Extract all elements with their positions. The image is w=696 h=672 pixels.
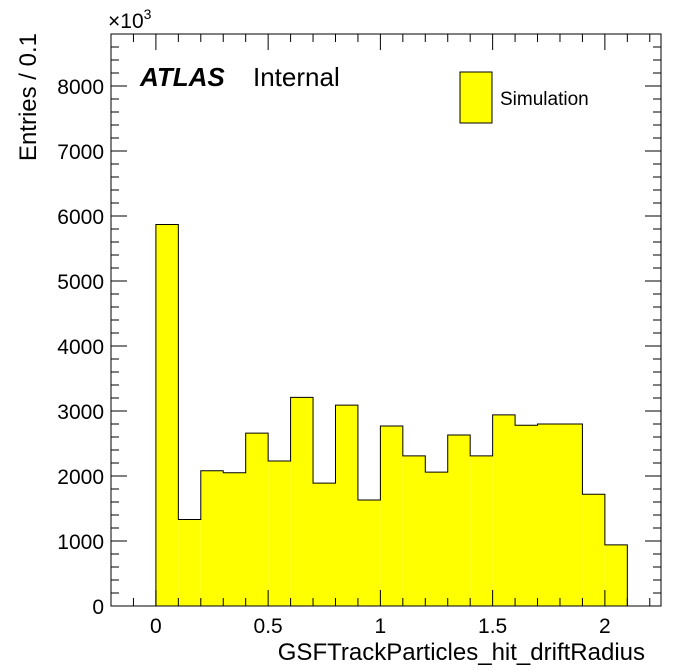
x-axis-tick-labels: 0 0.5 1 1.5 2 bbox=[150, 615, 611, 638]
y-tick-label: 7000 bbox=[57, 141, 104, 164]
histogram-bar bbox=[200, 470, 224, 606]
histogram-bar bbox=[582, 494, 605, 606]
x-tick-label: 1.5 bbox=[478, 615, 507, 638]
y-tick-label: 3000 bbox=[57, 401, 104, 424]
atlas-sublabel: Internal bbox=[253, 62, 340, 92]
y-tick-label: 2000 bbox=[57, 466, 104, 489]
histogram-bar bbox=[402, 455, 426, 606]
y-tick-label: 8000 bbox=[57, 76, 104, 99]
legend-swatch-simulation bbox=[459, 71, 493, 124]
histogram-bar bbox=[470, 455, 493, 606]
histogram-outline bbox=[155, 223, 628, 606]
y-axis-multiplier: ×103 bbox=[108, 6, 152, 33]
histogram-bar bbox=[290, 397, 314, 606]
y-tick-label: 0 bbox=[92, 596, 104, 619]
histogram-bar bbox=[492, 414, 516, 606]
x-tick-label: 0.5 bbox=[254, 615, 283, 638]
histogram-bar bbox=[515, 425, 538, 606]
histogram-bar bbox=[245, 433, 269, 606]
y-axis-title: Entries / 0.1 bbox=[15, 33, 42, 161]
histogram-bar bbox=[447, 435, 471, 606]
legend-label-simulation: Simulation bbox=[500, 89, 589, 110]
legend: Simulation bbox=[459, 71, 589, 124]
x-axis-title: GSFTrackParticles_hit_driftRadius bbox=[278, 639, 645, 666]
histogram-bar bbox=[178, 519, 201, 606]
histogram-bar bbox=[357, 500, 381, 606]
x-tick-label: 0 bbox=[150, 615, 162, 638]
histogram-bar bbox=[335, 405, 358, 606]
x-tick-label: 2 bbox=[599, 615, 611, 638]
y-tick-label: 1000 bbox=[57, 531, 104, 554]
histogram-bar bbox=[155, 224, 179, 606]
histogram-bar bbox=[604, 544, 628, 606]
y-axis-ticks bbox=[111, 33, 661, 607]
histogram-bar bbox=[425, 472, 448, 606]
y-tick-label: 4000 bbox=[57, 336, 104, 359]
histogram-bar bbox=[313, 483, 336, 606]
y-tick-label: 5000 bbox=[57, 271, 104, 294]
y-axis-tick-labels: 0 1000 2000 3000 4000 5000 6000 7000 8000 bbox=[57, 76, 104, 619]
x-tick-label: 1 bbox=[375, 615, 387, 638]
histogram-bar bbox=[223, 472, 246, 606]
histogram-bars bbox=[155, 224, 628, 606]
histogram-bar bbox=[380, 425, 403, 606]
histogram-bar bbox=[268, 461, 291, 606]
y-tick-label: 6000 bbox=[57, 206, 104, 229]
x-axis-ticks bbox=[110, 34, 651, 606]
atlas-label: ATLAS bbox=[139, 62, 225, 92]
histogram-bar bbox=[537, 424, 560, 606]
histogram-bar bbox=[559, 424, 583, 606]
